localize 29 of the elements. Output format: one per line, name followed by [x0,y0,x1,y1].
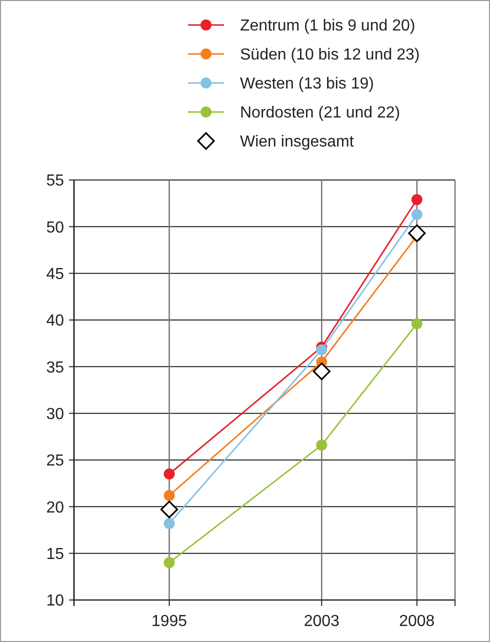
y-tick-label: 30 [46,406,64,423]
legend-label: Süden (10 bis 12 und 23) [240,46,420,64]
x-tick-label: 1995 [151,613,188,630]
point [316,344,328,356]
y-tick-label: 55 [46,172,64,190]
x-tick-label: 2003 [304,613,340,630]
point [160,500,178,518]
point [164,518,175,529]
y-tick-label: 45 [46,266,64,283]
y-tick-label: 50 [46,219,64,236]
legend-label: Zentrum (1 bis 9 und 20) [240,18,416,35]
x-tick-label: 2008 [399,613,435,630]
point [411,194,422,206]
y-tick-label: 20 [46,499,64,516]
legend-label: Westen (13 bis 19) [240,76,374,93]
point [164,490,175,501]
point [164,557,175,568]
point [411,318,422,330]
y-tick-label: 15 [46,546,64,563]
legend-label: Nordosten (21 und 22) [240,104,400,122]
legend-label: Wien insgesamt [240,134,354,151]
y-tick-label: 25 [46,452,64,470]
point [312,362,330,380]
point [411,209,422,220]
y-tick-label: 40 [46,312,64,330]
point [316,440,328,451]
y-tick-label: 10 [46,592,64,610]
y-tick-label: 35 [46,359,64,376]
point [164,468,175,480]
